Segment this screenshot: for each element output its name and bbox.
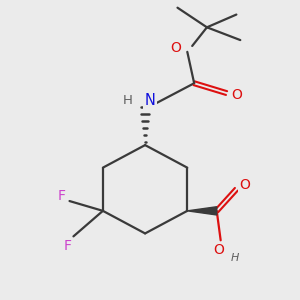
Polygon shape xyxy=(187,207,217,215)
Text: O: O xyxy=(170,41,181,55)
Text: H: H xyxy=(122,94,132,107)
Text: F: F xyxy=(58,189,66,203)
Text: O: O xyxy=(231,88,242,102)
Text: F: F xyxy=(64,239,72,253)
Text: O: O xyxy=(239,178,250,192)
Text: H: H xyxy=(230,253,239,263)
Text: O: O xyxy=(213,243,224,257)
Text: N: N xyxy=(145,93,155,108)
